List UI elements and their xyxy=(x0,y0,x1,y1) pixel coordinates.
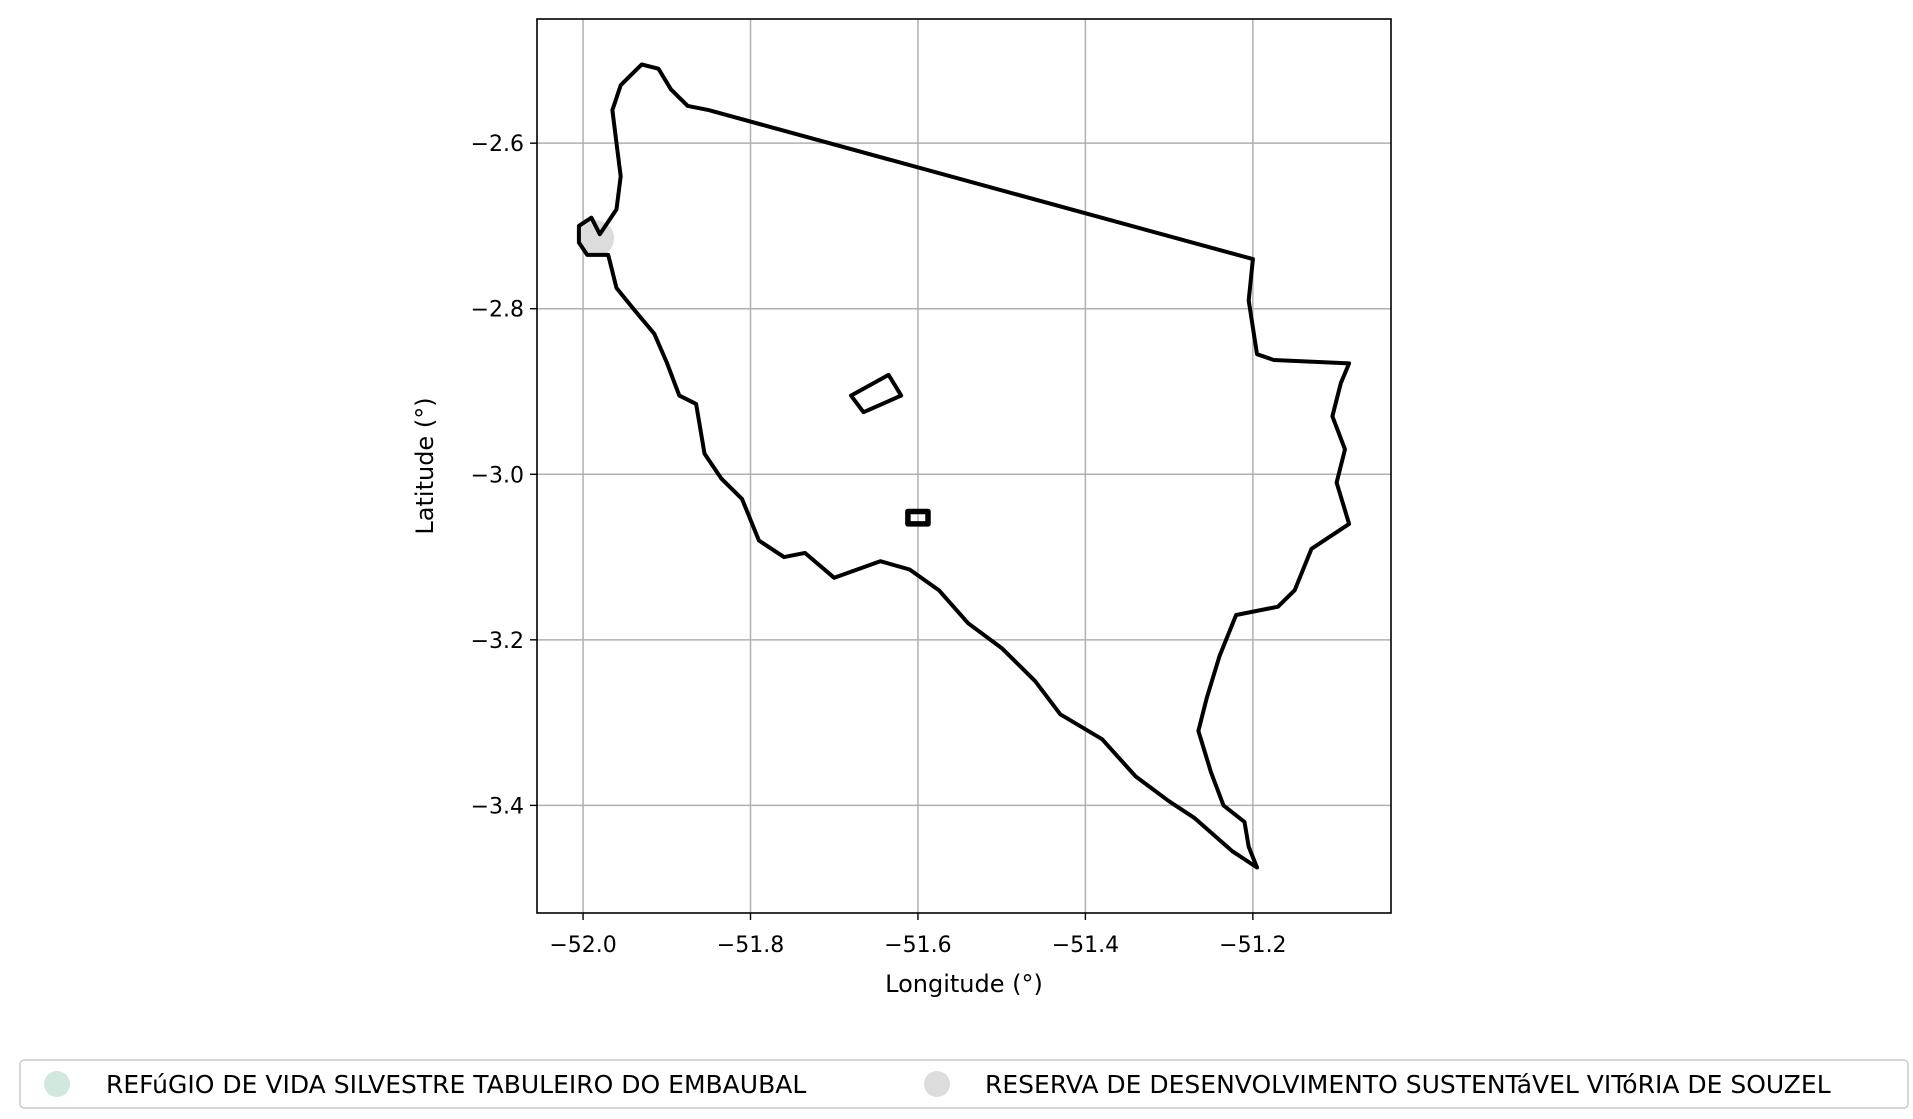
legend: REFúGIO DE VIDA SILVESTRE TABULEIRO DO E… xyxy=(19,1059,1909,1109)
legend-label-reserva: RESERVA DE DESENVOLVIMENTO SUSTENTáVEL V… xyxy=(985,1070,1831,1099)
y-tick-label: −2.8 xyxy=(471,298,524,323)
boundary-polygon-1 xyxy=(905,508,931,527)
x-tick-label: −51.4 xyxy=(1052,933,1119,958)
x-axis-label: Longitude (°) xyxy=(885,970,1043,998)
municipality-boundary xyxy=(576,62,1352,870)
y-tick-label: −2.6 xyxy=(471,132,524,157)
legend-marker-reserva xyxy=(924,1071,950,1097)
y-tick-label: −3.4 xyxy=(471,794,524,819)
y-axis-label: Latitude (°) xyxy=(411,397,439,534)
plot-frame xyxy=(536,18,1392,914)
boundary-shapes xyxy=(576,62,1352,870)
legend-frame xyxy=(19,1059,1909,1109)
x-tick-label: −52.0 xyxy=(549,933,616,958)
x-tick-label: −51.8 xyxy=(717,933,784,958)
x-tick-label: −51.2 xyxy=(1219,933,1286,958)
x-tick-label: −51.6 xyxy=(884,933,951,958)
y-tick-label: −3.0 xyxy=(471,463,524,488)
legend-label-refugio: REFúGIO DE VIDA SILVESTRE TABULEIRO DO E… xyxy=(106,1070,806,1099)
boundary-polygon-0 xyxy=(849,372,904,415)
y-tick-label: −3.2 xyxy=(471,629,524,654)
legend-marker-refugio xyxy=(44,1071,70,1097)
axis-ticks: −52.0 −51.8 −51.6 −51.4 −51.2 −2.6 −2.8 −3.0 −3.… xyxy=(471,132,1287,958)
